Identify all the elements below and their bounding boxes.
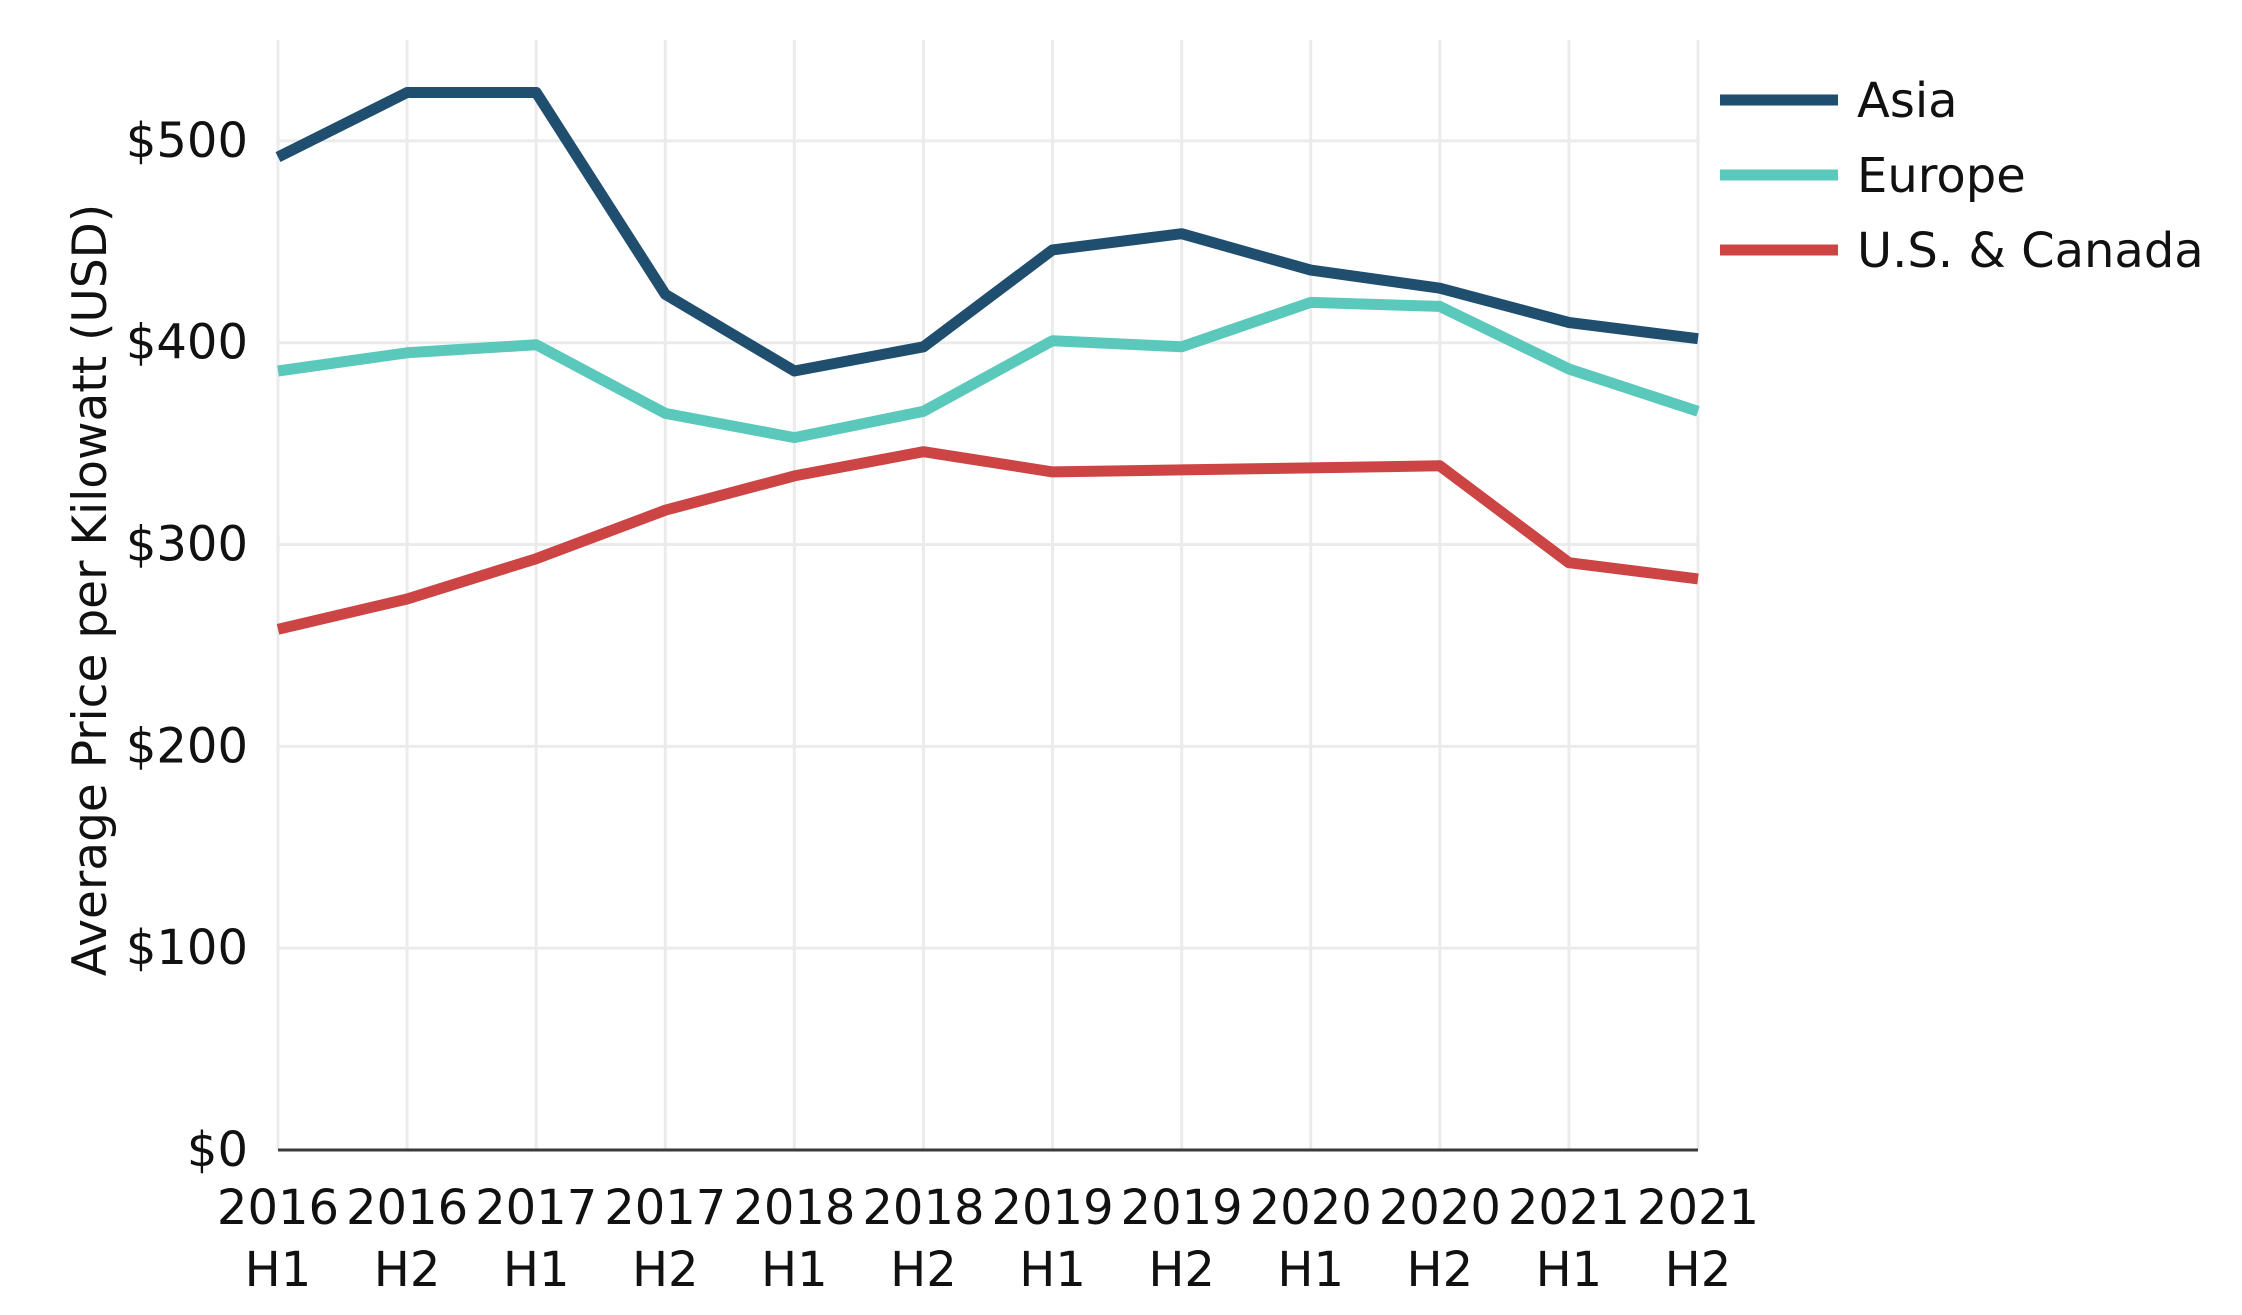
- x-tick-label: 2017 H1: [475, 1180, 597, 1298]
- series-line-europe: [277, 296, 1700, 444]
- y-tick-label: $400: [126, 315, 248, 371]
- y-tick-label: $200: [126, 718, 248, 774]
- y-axis-title: Average Price per Kilowatt (USD): [63, 204, 118, 976]
- x-tick-label: 2018 H1: [733, 1180, 855, 1298]
- x-tick-label: 2016 H1: [217, 1180, 339, 1298]
- x-tick-label: 2017 H2: [604, 1180, 726, 1298]
- x-tick-label: 2021 H1: [1508, 1180, 1630, 1298]
- y-tick-label: $500: [126, 113, 248, 169]
- legend-label-u-s-canada: U.S. & Canada: [1857, 223, 2204, 279]
- x-tick-label: 2018 H2: [862, 1180, 984, 1298]
- x-tick-label: 2020 H2: [1379, 1180, 1501, 1298]
- series-line-asia: [275, 87, 1699, 377]
- legend-label-asia: Asia: [1857, 73, 1958, 129]
- y-tick-label: $100: [126, 920, 248, 976]
- gridlines: [276, 40, 1700, 1150]
- x-tick-label: 2016 H2: [346, 1180, 468, 1298]
- series-lines: [275, 87, 1700, 635]
- x-tick-label: 2019 H1: [991, 1180, 1113, 1298]
- series-line-u-s-canada: [276, 446, 1699, 635]
- legend-label-europe: Europe: [1857, 148, 2026, 204]
- legend: Asia Europe U.S. & Canada: [1720, 73, 2204, 279]
- x-tick-label: 2019 H2: [1121, 1180, 1243, 1298]
- y-tick-label: $300: [126, 517, 248, 573]
- x-tick-label: 2020 H1: [1250, 1180, 1372, 1298]
- x-tick-label: 2021 H2: [1637, 1180, 1759, 1298]
- y-tick-label: $0: [187, 1122, 248, 1178]
